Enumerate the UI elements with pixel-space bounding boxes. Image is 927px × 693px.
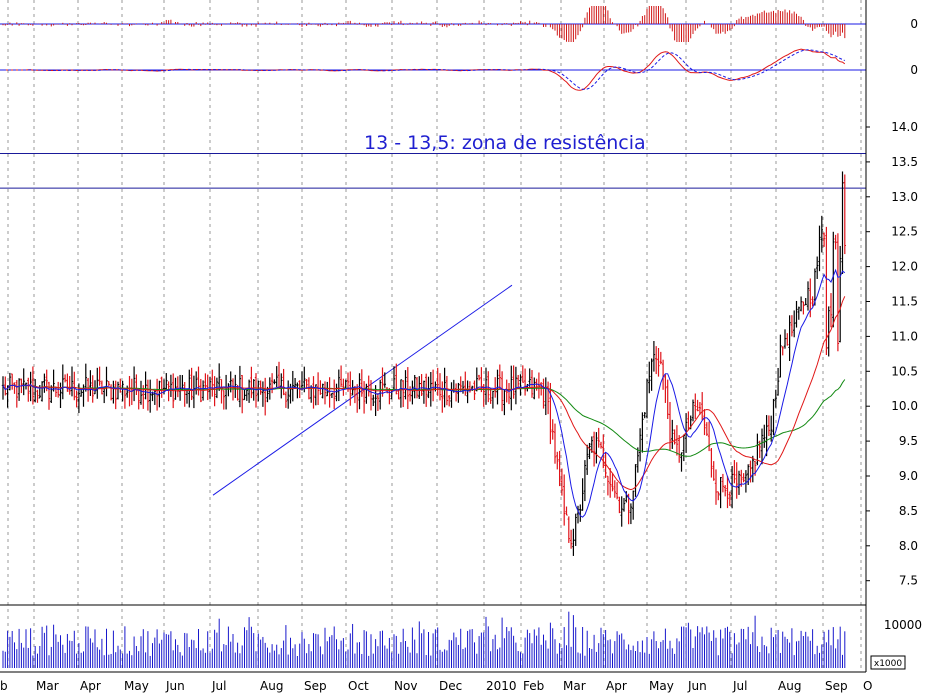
resistance-annotation: 13 - 13,5: zona de resistência bbox=[364, 132, 646, 154]
month-label: Apr bbox=[606, 679, 627, 693]
price-tick-label: 10.0 bbox=[891, 399, 918, 413]
month-label: Oct bbox=[348, 679, 369, 693]
month-label: Jul bbox=[732, 679, 747, 693]
month-label: Jun bbox=[687, 679, 707, 693]
month-label: Sep bbox=[304, 679, 327, 693]
month-label: Dec bbox=[439, 679, 462, 693]
price-tick-label: 12.0 bbox=[891, 260, 918, 274]
price-tick-label: 13.0 bbox=[891, 190, 918, 204]
price-tick-label: 8.5 bbox=[899, 504, 918, 518]
month-label: Apr bbox=[80, 679, 101, 693]
month-label: b bbox=[0, 679, 8, 693]
moving-average-mid bbox=[2, 296, 846, 491]
price-tick-label: 8.0 bbox=[899, 539, 918, 553]
month-label: Sep bbox=[825, 679, 848, 693]
price-tick-label: 12.5 bbox=[891, 225, 918, 239]
price-panel bbox=[0, 153, 866, 556]
month-label: O bbox=[863, 679, 872, 693]
volume-multiplier-label: x1000 bbox=[874, 659, 903, 669]
price-tick-label: 11.5 bbox=[891, 295, 918, 309]
month-label: May bbox=[124, 679, 149, 693]
volume-tick-label: 10000 bbox=[884, 618, 922, 632]
price-tick-label: 7.5 bbox=[899, 574, 918, 588]
moving-average-short bbox=[2, 268, 846, 518]
oscillator-zero-label: 0 bbox=[910, 63, 918, 77]
price-tick-label: 14.0 bbox=[891, 120, 918, 134]
price-tick-label: 11.0 bbox=[891, 329, 918, 343]
month-label: Mar bbox=[563, 679, 586, 693]
month-label: Jul bbox=[211, 679, 226, 693]
volume-multiplier-box bbox=[870, 655, 906, 670]
price-tick-label: 13.5 bbox=[891, 155, 918, 169]
oscillator-signal-line bbox=[3, 49, 846, 90]
price-tick-label: 10.5 bbox=[891, 364, 918, 378]
month-label: Feb bbox=[523, 679, 544, 693]
month-label: Nov bbox=[394, 679, 417, 693]
month-label: Aug bbox=[778, 679, 801, 693]
month-label: 2010 bbox=[486, 679, 517, 693]
month-label: May bbox=[649, 679, 674, 693]
support-trendline bbox=[212, 284, 513, 496]
histogram-panel bbox=[0, 6, 866, 42]
moving-average-long bbox=[2, 379, 846, 457]
month-label: Mar bbox=[36, 679, 59, 693]
vertical-gridlines bbox=[7, 0, 862, 672]
price-tick-label: 9.5 bbox=[899, 434, 918, 448]
month-label: Jun bbox=[165, 679, 185, 693]
month-label: Aug bbox=[260, 679, 283, 693]
price-tick-label: 9.0 bbox=[899, 469, 918, 483]
histogram-zero-label: 0 bbox=[910, 17, 918, 31]
oscillator-panel bbox=[0, 48, 866, 91]
volume-panel bbox=[2, 611, 846, 668]
